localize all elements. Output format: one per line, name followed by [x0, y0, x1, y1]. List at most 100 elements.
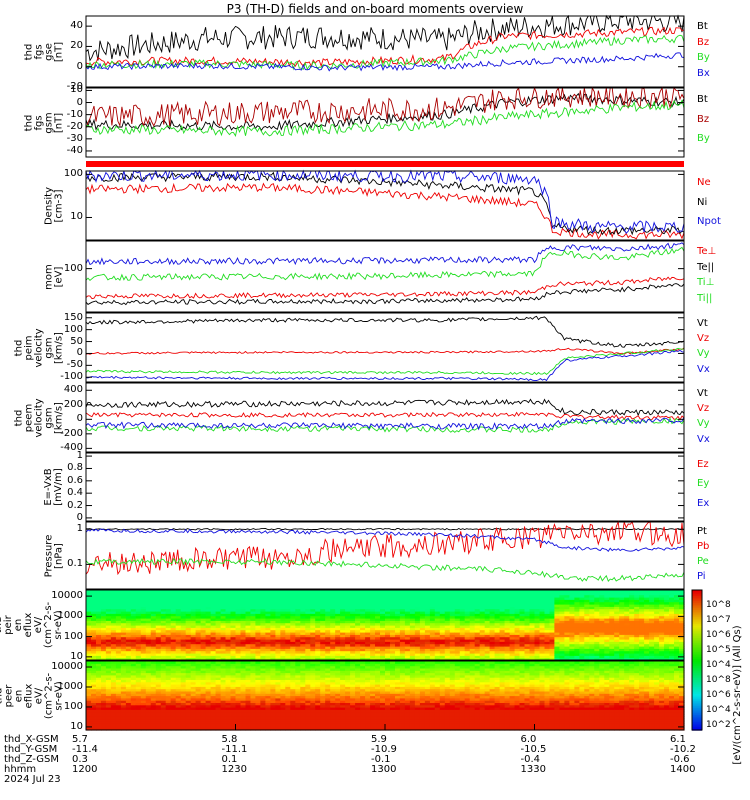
heatmap-cell: [584, 594, 590, 598]
heatmap-cell: [674, 639, 680, 642]
heatmap-cell: [220, 648, 227, 652]
heatmap-cell: [514, 597, 521, 600]
heatmap-cell: [105, 690, 112, 694]
heatmap-cell: [205, 629, 212, 633]
heatmap-cell: [165, 704, 172, 708]
heatmap-cell: [185, 670, 192, 674]
heatmap-cell: [380, 632, 386, 635]
heatmap-cell: [330, 632, 336, 635]
heatmap-cell: [554, 627, 560, 631]
heatmap-cell: [464, 597, 471, 600]
heatmap-cell: [250, 727, 256, 731]
heatmap-cell: [380, 627, 386, 631]
heatmap-cell: [265, 723, 271, 726]
heatmap-cell: [399, 601, 406, 605]
heatmap-cell: [654, 641, 660, 645]
heatmap-cell: [230, 627, 237, 631]
heatmap-cell: [275, 639, 281, 642]
heatmap-cell: [220, 629, 227, 633]
heatmap-cell: [370, 653, 376, 656]
heatmap-cell: [365, 655, 371, 659]
heatmap-cell: [115, 655, 122, 659]
heatmap-cell: [285, 690, 291, 694]
heatmap-cell: [290, 727, 296, 731]
heatmap-cell: [170, 679, 177, 683]
heatmap-cell: [654, 613, 660, 617]
heatmap-cell: [275, 723, 281, 726]
heatmap-cell: [275, 702, 281, 706]
heatmap-cell: [195, 704, 202, 708]
heatmap-cell: [659, 650, 665, 654]
heatmap-cell: [679, 620, 685, 624]
heatmap-cell: [240, 718, 247, 722]
heatmap-cell: [200, 608, 207, 612]
heatmap-cell: [569, 643, 575, 647]
heatmap-cell: [155, 604, 162, 607]
heatmap-cell: [230, 725, 237, 729]
heatmap-cell: [604, 636, 610, 640]
heatmap-cell: [504, 655, 511, 659]
heatmap-cell: [494, 653, 501, 656]
heatmap-cell: [210, 677, 217, 680]
heatmap-cell: [135, 711, 142, 715]
heatmap-cell: [125, 648, 132, 652]
heatmap-cell: [225, 639, 232, 642]
heatmap-cell: [539, 594, 546, 598]
heatmap-cell: [140, 667, 147, 671]
heatmap-cell: [380, 622, 386, 626]
heatmap-cell: [524, 592, 531, 596]
heatmap-cell: [290, 632, 296, 635]
heatmap-cell: [574, 597, 580, 600]
heatmap-cell: [180, 611, 187, 614]
heatmap-cell: [185, 697, 192, 701]
heatmap-cell: [280, 709, 286, 713]
heatmap-cell: [260, 684, 266, 687]
heatmap-cell: [409, 615, 416, 619]
heatmap-cell: [459, 653, 466, 656]
heatmap-cell: [115, 686, 122, 690]
heatmap-cell: [110, 684, 117, 687]
heatmap-cell: [230, 653, 237, 656]
heatmap-cell: [160, 643, 167, 647]
heatmap-cell: [96, 620, 102, 624]
heatmap-cell: [165, 615, 172, 619]
heatmap-cell: [370, 646, 376, 649]
heatmap-cell: [449, 657, 456, 661]
heatmap-cell: [225, 695, 232, 699]
heatmap-cell: [280, 695, 286, 699]
heatmap-cell: [559, 646, 565, 649]
heatmap-cell: [539, 599, 546, 603]
heatmap-cell: [499, 657, 506, 661]
heatmap-cell: [380, 643, 386, 647]
heatmap-cell: [355, 646, 361, 649]
heatmap-cell: [135, 599, 142, 603]
heatmap-cell: [230, 646, 237, 649]
heatmap-cell: [669, 650, 675, 654]
heatmap-cell: [185, 679, 192, 683]
heatmap-cell: [145, 646, 152, 649]
heatmap-cell: [285, 702, 291, 706]
heatmap-cell: [210, 663, 217, 667]
heatmap-cell: [220, 590, 227, 593]
heatmap-cell: [365, 643, 371, 647]
heatmap-cell: [614, 613, 620, 617]
heatmap-cell: [86, 606, 92, 610]
heatmap-cell: [140, 625, 147, 628]
heatmap-cell: [414, 620, 421, 624]
heatmap-cell: [190, 704, 197, 708]
heatmap-cell: [190, 592, 197, 596]
heatmap-cell: [86, 646, 92, 649]
heatmap-cell: [220, 657, 227, 661]
heatmap-cell: [285, 629, 291, 633]
heatmap-cell: [624, 646, 630, 649]
heatmap-cell: [519, 608, 526, 612]
heatmap-cell: [345, 601, 351, 605]
heatmap-cell: [135, 622, 142, 626]
heatmap-cell: [290, 672, 296, 676]
heatmap-cell: [260, 599, 266, 603]
heatmap-cell: [245, 725, 252, 729]
heatmap-cell: [444, 629, 451, 633]
heatmap-cell: [524, 611, 531, 614]
heatmap-cell: [160, 646, 167, 649]
heatmap-cell: [549, 613, 556, 617]
